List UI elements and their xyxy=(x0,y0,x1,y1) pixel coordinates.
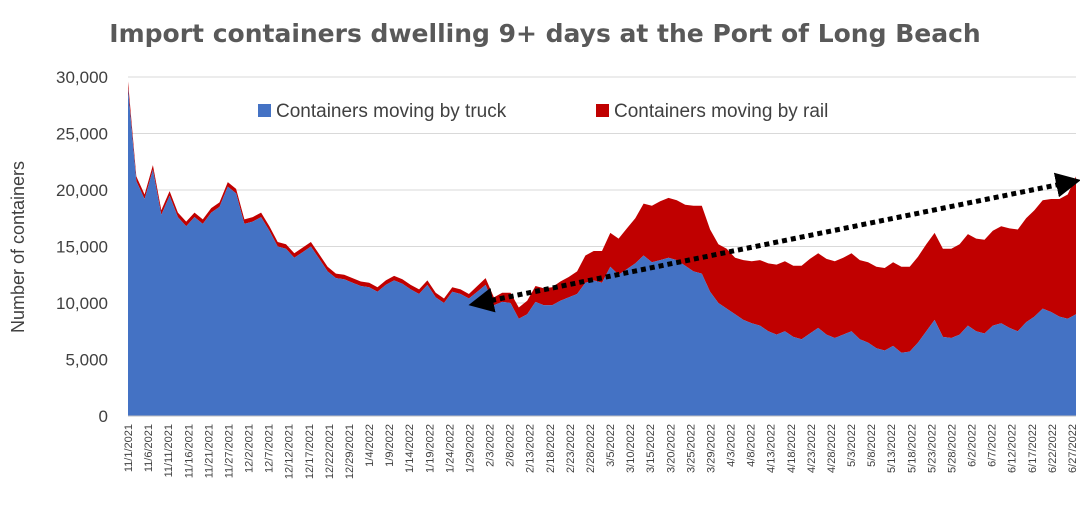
x-tick-label: 5/3/2022 xyxy=(846,424,858,467)
x-tick-label: 2/18/2022 xyxy=(545,424,557,473)
stacked-areas xyxy=(128,81,1076,417)
y-tick-label: 10,000 xyxy=(56,294,108,313)
x-tick-label: 4/28/2022 xyxy=(826,424,838,473)
x-tick-label: 3/15/2022 xyxy=(645,424,657,473)
x-tick-label: 12/17/2021 xyxy=(304,424,316,479)
x-tick-label: 1/9/2022 xyxy=(384,424,396,467)
x-tick-label: 12/29/2021 xyxy=(344,424,356,479)
x-tick-label: 3/25/2022 xyxy=(685,424,697,473)
area-truck xyxy=(128,88,1076,417)
legend-label-rail: Containers moving by rail xyxy=(614,101,828,122)
x-tick-label: 3/10/2022 xyxy=(625,424,637,473)
x-tick-label: 3/5/2022 xyxy=(605,424,617,467)
x-tick-label: 2/13/2022 xyxy=(525,424,537,473)
x-tick-label: 11/21/2021 xyxy=(203,424,215,478)
y-tick-label: 5,000 xyxy=(65,351,108,370)
x-tick-label: 12/22/2021 xyxy=(324,424,336,479)
x-tick-label: 1/24/2022 xyxy=(444,424,456,473)
x-tick-label: 1/4/2022 xyxy=(364,424,376,467)
x-tick-label: 4/8/2022 xyxy=(746,424,758,467)
x-tick-label: 3/20/2022 xyxy=(665,424,677,473)
x-tick-label: 12/12/2021 xyxy=(284,424,296,479)
legend-swatch-truck xyxy=(258,104,271,117)
x-tick-label: 1/29/2022 xyxy=(464,424,476,473)
x-tick-label: 11/1/2021 xyxy=(123,424,135,472)
x-tick-label: 4/3/2022 xyxy=(726,424,738,467)
x-tick-label: 1/19/2022 xyxy=(424,424,436,473)
x-tick-label: 2/8/2022 xyxy=(505,424,517,467)
y-tick-label: 25,000 xyxy=(56,125,108,144)
chart-title: Import containers dwelling 9+ days at th… xyxy=(109,19,980,48)
x-tick-label: 5/18/2022 xyxy=(906,424,918,473)
x-tick-label: 4/18/2022 xyxy=(786,424,798,473)
x-tick-label: 11/6/2021 xyxy=(143,424,155,472)
x-tick-label: 2/3/2022 xyxy=(485,424,497,467)
x-tick-label: 4/23/2022 xyxy=(806,424,818,473)
x-tick-label: 5/23/2022 xyxy=(926,424,938,473)
x-tick-label: 6/22/2022 xyxy=(1047,424,1059,473)
x-tick-label: 1/14/2022 xyxy=(404,424,416,473)
x-tick-label: 11/11/2021 xyxy=(163,424,175,477)
x-tick-label: 4/13/2022 xyxy=(766,424,778,473)
x-tick-label: 6/17/2022 xyxy=(1027,424,1039,473)
x-tick-label: 12/2/2021 xyxy=(244,424,256,473)
y-tick-label: 0 xyxy=(99,407,108,426)
x-tick-labels: 11/1/2021 11/6/2021 11/11/2021 11/16/2021 11… xyxy=(123,424,1079,479)
x-tick-label: 3/29/2022 xyxy=(706,424,718,473)
x-tick-label: 11/27/2021 xyxy=(223,424,235,478)
y-axis-label: Number of containers xyxy=(8,161,28,333)
y-tick-label: 15,000 xyxy=(56,238,108,257)
x-tick-label: 6/7/2022 xyxy=(987,424,999,467)
x-tick-label: 12/7/2021 xyxy=(264,424,276,473)
legend-label-truck: Containers moving by truck xyxy=(276,101,507,122)
x-tick-label: 6/12/2022 xyxy=(1007,424,1019,473)
y-tick-label: 20,000 xyxy=(56,181,108,200)
x-tick-label: 6/2/2022 xyxy=(967,424,979,467)
x-tick-label: 2/23/2022 xyxy=(565,424,577,473)
x-tick-label: 2/28/2022 xyxy=(585,424,597,473)
x-tick-label: 5/13/2022 xyxy=(886,424,898,473)
y-tick-label: 30,000 xyxy=(56,68,108,87)
trend-arrow xyxy=(468,172,1080,313)
legend-swatch-rail xyxy=(596,104,609,117)
x-tick-label: 5/8/2022 xyxy=(866,424,878,467)
legend: Containers moving by truck Containers mov… xyxy=(258,101,828,122)
x-tick-label: 6/27/2022 xyxy=(1067,424,1079,473)
x-tick-label: 5/28/2022 xyxy=(947,424,959,473)
y-tick-labels: 30,000 25,000 20,000 15,000 10,000 5,000 0 xyxy=(56,68,108,426)
x-tick-label: 11/16/2021 xyxy=(183,424,195,478)
